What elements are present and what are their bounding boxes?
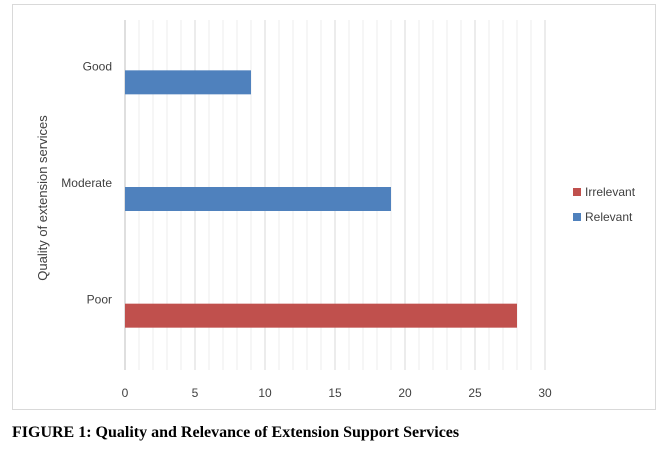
category-label-good: Good bbox=[83, 59, 112, 73]
x-tick-label: 15 bbox=[328, 386, 342, 400]
x-tick-label: 0 bbox=[122, 386, 129, 400]
category-labels: Good Moderate Poor bbox=[61, 59, 112, 306]
y-axis-title: Quality of extension services bbox=[35, 115, 50, 281]
legend-swatch-irrelevant bbox=[573, 188, 581, 196]
x-tick-label: 30 bbox=[538, 386, 552, 400]
legend: Irrelevant Relevant bbox=[573, 185, 636, 224]
legend-swatch-relevant bbox=[573, 213, 581, 221]
bar-good-relevant bbox=[125, 70, 251, 95]
x-tick-label: 10 bbox=[258, 386, 272, 400]
figure-caption: FIGURE 1: Quality and Relevance of Exten… bbox=[12, 424, 460, 441]
x-tick-label: 5 bbox=[192, 386, 199, 400]
category-label-poor: Poor bbox=[87, 293, 112, 307]
bar-moderate-relevant bbox=[125, 187, 391, 211]
legend-label-irrelevant: Irrelevant bbox=[585, 185, 636, 199]
bars bbox=[125, 70, 517, 328]
bar-chart: Good Moderate Poor 0 5 10 15 20 25 30 Quality of… bbox=[35, 20, 636, 400]
category-label-moderate: Moderate bbox=[61, 176, 112, 190]
x-tick-label: 25 bbox=[468, 386, 482, 400]
x-tick-label: 20 bbox=[398, 386, 412, 400]
legend-label-relevant: Relevant bbox=[585, 210, 633, 224]
x-tick-labels: 0 5 10 15 20 25 30 bbox=[122, 386, 552, 400]
bar-poor-irrelevant bbox=[125, 303, 517, 328]
